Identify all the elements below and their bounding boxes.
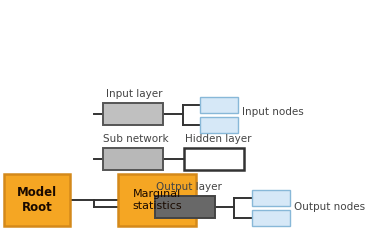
Text: Input layer: Input layer <box>106 89 162 99</box>
FancyBboxPatch shape <box>184 148 244 170</box>
FancyBboxPatch shape <box>252 190 290 206</box>
FancyBboxPatch shape <box>118 174 196 226</box>
FancyBboxPatch shape <box>103 103 163 125</box>
Text: Model
Root: Model Root <box>17 186 57 214</box>
Text: Hidden layer: Hidden layer <box>185 134 251 144</box>
Text: Input nodes: Input nodes <box>242 107 304 117</box>
Text: Output layer: Output layer <box>156 182 222 192</box>
FancyBboxPatch shape <box>200 117 238 133</box>
Text: Sub network: Sub network <box>103 134 169 144</box>
Text: Marginal
statistics: Marginal statistics <box>132 189 182 211</box>
FancyBboxPatch shape <box>103 148 163 170</box>
FancyBboxPatch shape <box>252 210 290 226</box>
FancyBboxPatch shape <box>200 97 238 113</box>
FancyBboxPatch shape <box>4 174 70 226</box>
Text: Output nodes: Output nodes <box>294 202 365 212</box>
FancyBboxPatch shape <box>155 196 215 218</box>
